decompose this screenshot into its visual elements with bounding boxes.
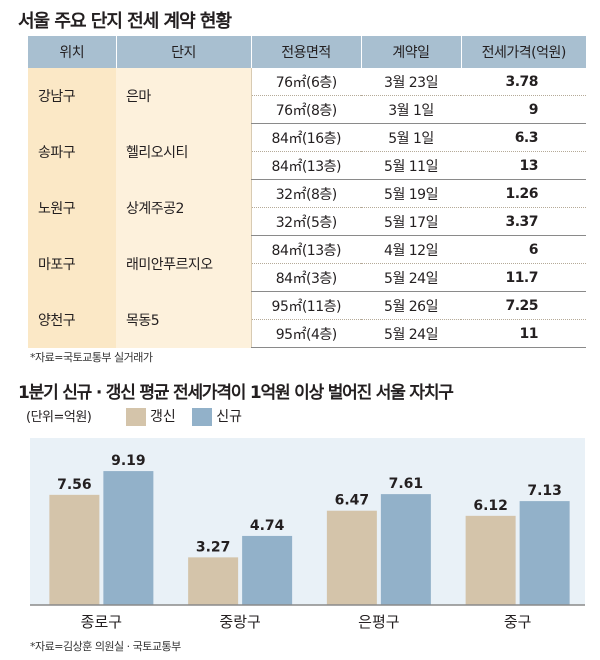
location-cell: 송파구 xyxy=(28,123,116,180)
location-cell: 강남구 xyxy=(28,68,116,124)
complex-cell: 목동5 xyxy=(116,291,251,348)
table-row: 95㎡(4층) 5월 24일 11 xyxy=(28,319,586,348)
bar-value-label: 9.19 xyxy=(111,453,146,469)
area-cell: 32㎡(5층) xyxy=(250,207,361,236)
price-cell: 3.78 xyxy=(461,68,586,96)
table-source-note: *자료=국토교통부 실거래가 xyxy=(30,351,153,364)
area-cell: 84㎡(13층) xyxy=(250,151,361,180)
bar-renewal xyxy=(465,515,516,605)
price-cell: 1.26 xyxy=(461,179,586,208)
header-area: 전용면적 xyxy=(250,36,361,68)
complex-cell: 헬리오시티 xyxy=(116,123,251,180)
chart-unit-label: (단위=억원) xyxy=(26,410,92,425)
price-cell: 6 xyxy=(461,235,586,264)
price-cell: 9 xyxy=(461,95,586,124)
legend-item-renewal: 갱신 xyxy=(126,406,176,426)
bar-chart: 7.56 9.19 종로구 3.27 4.74 중랑구 6.47 7.61 은평구 6.12 7.1… xyxy=(30,438,585,631)
table-row: 노원구 상계주공2 32㎡(8층) 5월 19일 1.26 xyxy=(28,179,586,236)
complex-cell: 상계주공2 xyxy=(116,179,251,236)
bar-value-label: 3.27 xyxy=(196,539,231,555)
bar-new xyxy=(380,494,431,605)
table-row: 마포구 래미안푸르지오 84㎡(13층) 4월 12일 6 xyxy=(28,235,586,292)
date-cell: 5월 26일 xyxy=(361,291,461,320)
date-cell: 5월 1일 xyxy=(361,123,461,152)
date-cell: 4월 12일 xyxy=(361,235,461,264)
date-cell: 5월 19일 xyxy=(361,179,461,208)
legend-label-renewal: 갱신 xyxy=(150,409,176,425)
bar-renewal xyxy=(49,494,100,605)
price-cell: 6.3 xyxy=(461,123,586,152)
bar-renewal xyxy=(188,557,239,605)
complex-cell: 래미안푸르지오 xyxy=(116,235,251,292)
price-cell: 11.7 xyxy=(461,263,586,292)
bar-value-label: 7.13 xyxy=(527,483,562,499)
header-complex: 단지 xyxy=(115,36,251,68)
price-cell: 7.25 xyxy=(461,291,586,320)
price-cell: 13 xyxy=(461,151,586,180)
date-cell: 3월 23일 xyxy=(361,68,461,96)
location-cell: 노원구 xyxy=(28,179,116,236)
legend-item-new: 신규 xyxy=(192,406,242,426)
area-cell: 84㎡(16층) xyxy=(250,123,361,152)
category-label: 은평구 xyxy=(358,613,399,631)
category-label: 종로구 xyxy=(81,613,122,631)
table-title: 서울 주요 단지 전세 계약 현황 xyxy=(18,11,232,32)
area-cell: 84㎡(3층) xyxy=(250,263,361,292)
bar-new xyxy=(519,501,570,605)
date-cell: 5월 11일 xyxy=(361,151,461,180)
bar-value-label: 6.12 xyxy=(473,498,508,514)
category-label: 중랑구 xyxy=(219,613,260,631)
bar-value-label: 7.61 xyxy=(389,476,424,492)
area-cell: 84㎡(13층) xyxy=(250,235,361,264)
date-cell: 5월 17일 xyxy=(361,207,461,236)
area-cell: 95㎡(4층) xyxy=(250,319,361,348)
bar-new xyxy=(103,471,154,605)
header-location: 위치 xyxy=(28,36,116,68)
location-cell: 양천구 xyxy=(28,291,116,348)
bar-renewal xyxy=(326,510,377,605)
price-cell: 11 xyxy=(461,319,586,348)
area-cell: 76㎡(8층) xyxy=(250,95,361,124)
bar-new xyxy=(242,535,293,605)
table-row: 84㎡(3층) 5월 24일 11.7 xyxy=(28,263,586,292)
category-label: 중구 xyxy=(504,613,532,631)
table-header-row: 위치 단지 전용면적 계약일 전세가격(억원) xyxy=(28,36,586,68)
area-cell: 32㎡(8층) xyxy=(250,179,361,208)
table-row: 32㎡(5층) 5월 17일 3.37 xyxy=(28,207,586,236)
date-cell: 5월 24일 xyxy=(361,319,461,348)
area-cell: 95㎡(11층) xyxy=(250,291,361,320)
lease-table: 위치 단지 전용면적 계약일 전세가격(억원) 강남구 은마 76㎡(6층) 3… xyxy=(28,36,586,348)
header-date: 계약일 xyxy=(360,36,461,68)
area-cell: 76㎡(6층) xyxy=(250,68,361,96)
bar-value-label: 7.56 xyxy=(57,477,92,493)
complex-cell: 은마 xyxy=(116,68,251,124)
legend-label-new: 신규 xyxy=(216,409,242,425)
table-row: 76㎡(8층) 3월 1일 9 xyxy=(28,95,586,124)
price-cell: 3.37 xyxy=(461,207,586,236)
location-cell: 마포구 xyxy=(28,235,116,292)
table-row: 강남구 은마 76㎡(6층) 3월 23일 3.78 xyxy=(28,68,586,124)
chart-source-note: *자료=김상훈 의원실 · 국토교통부 xyxy=(30,640,181,653)
table-row: 송파구 헬리오시티 84㎡(16층) 5월 1일 6.3 xyxy=(28,123,586,180)
legend-swatch-new xyxy=(192,408,213,426)
legend-swatch-renewal xyxy=(126,408,146,426)
date-cell: 5월 24일 xyxy=(361,263,461,292)
table-row: 양천구 목동5 95㎡(11층) 5월 26일 7.25 xyxy=(28,291,586,348)
bar-value-label: 4.74 xyxy=(250,518,285,534)
chart-legend: 갱신 신규 xyxy=(126,406,254,426)
table-row: 84㎡(13층) 5월 11일 13 xyxy=(28,151,586,180)
header-price: 전세가격(억원) xyxy=(460,36,586,68)
bar-value-label: 6.47 xyxy=(335,493,370,509)
date-cell: 3월 1일 xyxy=(361,95,461,124)
chart-title: 1분기 신규 · 갱신 평균 전세가격이 1억원 이상 벌어진 서울 자치구 xyxy=(18,383,454,403)
